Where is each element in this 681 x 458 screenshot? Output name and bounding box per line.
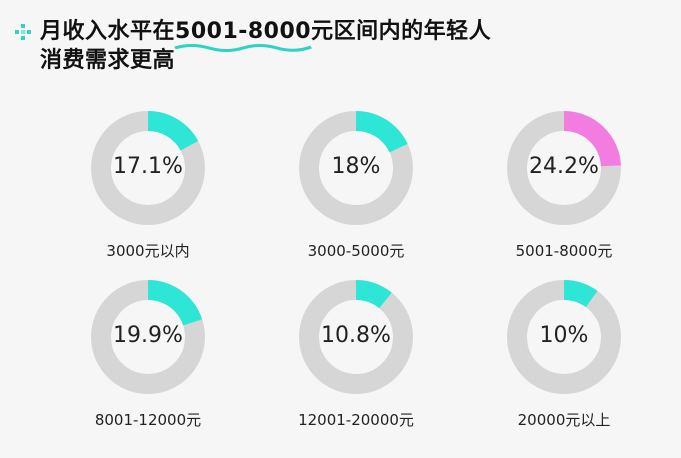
donut-ring	[507, 280, 621, 394]
title-line-1: 月收入水平在5001-8000 元区间内的年轻人	[40, 17, 492, 52]
donut-ring	[91, 111, 205, 225]
title-line-2: 消费需求更高	[40, 48, 176, 73]
donut-item: 10.8% 12001-20000元	[256, 277, 456, 437]
donut-item: 17.1% 3000元以内	[48, 108, 248, 268]
donut-category-label: 3000元以内	[106, 242, 190, 260]
donut-ring	[299, 280, 413, 394]
donut-ring	[299, 111, 413, 225]
donut-value-label: 24.2%	[529, 154, 599, 179]
donut-ring	[91, 280, 205, 394]
donut-item: 19.9% 8001-12000元	[48, 277, 248, 437]
chart-title: 月收入水平在5001-8000 元区间内的年轻人 消费需求更高	[14, 17, 674, 75]
donut-category-label: 20000元以上	[517, 411, 611, 429]
donut-item: 10% 20000元以上	[464, 277, 664, 437]
sparkle-bullet-icon	[15, 24, 31, 40]
donut-slice	[299, 280, 413, 394]
title-suffix: 元区间内的年轻人	[311, 19, 492, 44]
donut-category-label: 8001-12000元	[94, 411, 202, 429]
donut-slice	[507, 280, 621, 394]
donut-item: 24.2% 5001-8000元	[464, 108, 664, 268]
donut-ring	[507, 111, 621, 225]
highlight-underline	[174, 44, 313, 52]
donut-slice	[507, 111, 621, 225]
title-prefix: 月收入水平在	[40, 19, 176, 44]
donut-value-label: 10%	[539, 323, 589, 348]
donut-slice	[91, 280, 205, 394]
donut-slice	[299, 111, 413, 225]
title-highlight: 5001-8000	[174, 17, 313, 52]
donut-category-label: 12001-20000元	[298, 411, 414, 429]
donut-category-label: 3000-5000元	[307, 242, 405, 260]
donut-item: 18% 3000-5000元	[256, 108, 456, 268]
donut-value-label: 18%	[331, 154, 381, 179]
donut-value-label: 19.9%	[113, 323, 183, 348]
donut-value-label: 17.1%	[113, 154, 183, 179]
donut-value-label: 10.8%	[321, 323, 391, 348]
donut-slice	[91, 111, 205, 225]
donut-category-label: 5001-8000元	[515, 242, 613, 260]
